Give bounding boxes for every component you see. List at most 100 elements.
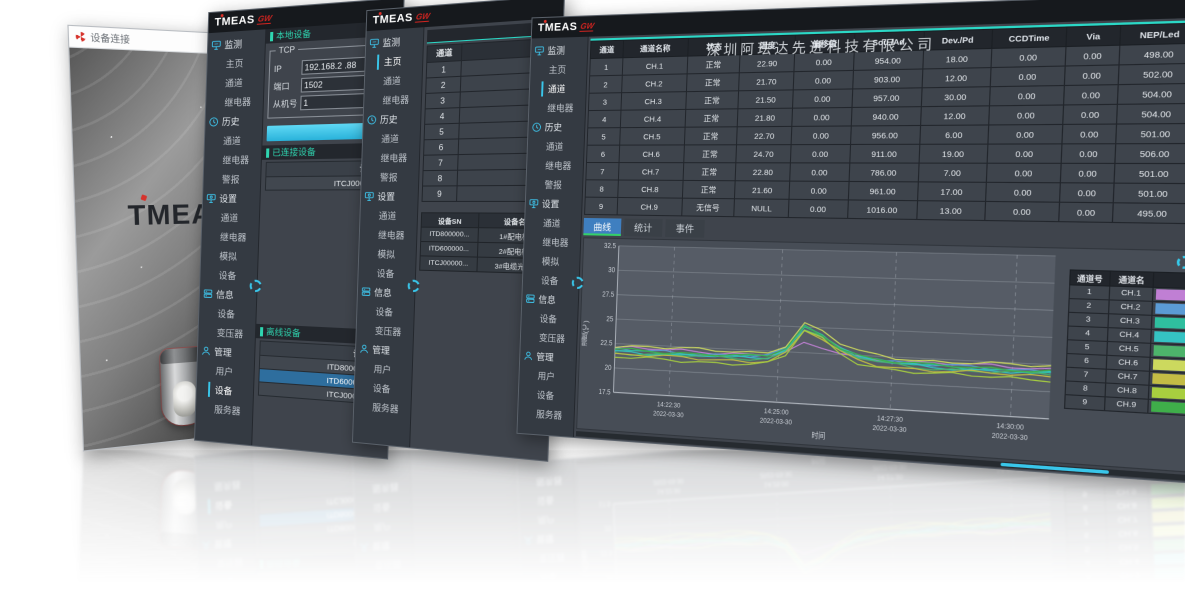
sidebar-collapse-icon[interactable] [249, 279, 262, 292]
window-device-manage: TMEAS GW 监测主页通道继电器历史通道继电器警报设置通道继电器模拟设备信息… [194, 0, 405, 460]
nav-item-主页[interactable]: 主页 [548, 64, 567, 76]
cell: 0.00 [987, 124, 1063, 145]
nav-item-通道[interactable]: 通道 [223, 135, 241, 147]
nav-item-继电器[interactable]: 继电器 [377, 230, 405, 241]
table-row[interactable]: 6 CH.6 正常 24.70 0.00 911.00 19.00 0.00 0.00 506.0… [586, 143, 1185, 164]
nav-item-继电器[interactable]: 继电器 [547, 103, 574, 114]
nav-item-通道[interactable]: 通道 [220, 213, 239, 224]
cell: 6 [586, 145, 620, 163]
nav-item-设备[interactable]: 设备 [218, 270, 237, 282]
cell: 0.00 [1062, 124, 1117, 144]
column-header: 通道 [426, 43, 462, 63]
nav-group-历史[interactable]: 历史 [528, 117, 585, 137]
nav-item-通道[interactable]: 通道 [542, 218, 561, 229]
channel-legend-table: 通道号 通道名 颜色 1CH.12CH.23CH.34CH.45CH.56CH.… [1064, 270, 1185, 419]
tab-curve[interactable]: 曲线 [583, 217, 622, 237]
nav-group-label: 信息 [374, 287, 392, 299]
nav-item-警报[interactable]: 警报 [221, 174, 240, 185]
nav-group-信息[interactable]: 信息 [358, 282, 415, 303]
svg-text:32.5: 32.5 [604, 242, 617, 250]
nav-item-继电器[interactable]: 继电器 [382, 94, 410, 106]
cell: 0.00 [1061, 143, 1117, 164]
nav-item-变压器[interactable]: 变压器 [538, 332, 566, 345]
column-header: Sou./Ad [853, 31, 924, 52]
cell: 21.80 [737, 108, 793, 127]
nav-group-label: 设置 [377, 191, 396, 202]
nav-group-历史[interactable]: 历史 [363, 109, 420, 130]
nav-item-服务器[interactable]: 服务器 [536, 409, 563, 421]
logo-red-mark-icon [543, 19, 547, 23]
nav-group-设置[interactable]: 设置 [203, 189, 260, 208]
svg-text:20: 20 [605, 364, 612, 372]
app-fan-icon [75, 31, 87, 42]
nav-item-通道[interactable]: 通道 [545, 141, 564, 152]
nav-group-label: 历史 [221, 116, 240, 128]
column-header: Dev./Pd [923, 29, 993, 51]
svg-text:17.5: 17.5 [599, 388, 612, 396]
cell: 24.70 [736, 144, 792, 163]
tmeas-logo: TMEAS [214, 13, 255, 29]
channel-number-cell: 4 [424, 107, 460, 125]
user-icon [523, 350, 534, 362]
nav-group-设置[interactable]: 设置 [361, 187, 418, 206]
nav-item-继电器[interactable]: 继电器 [380, 152, 408, 164]
line-chart-svg[interactable]: 32.53027.52522.52017.514:22:302022-03-30… [589, 239, 1066, 463]
server-icon [525, 293, 536, 304]
color-swatch [1155, 303, 1185, 317]
nav-item-通道[interactable]: 通道 [530, 79, 587, 99]
nav-group-监测[interactable]: 监测 [531, 40, 588, 61]
nav-item-设备[interactable]: 设备 [540, 275, 559, 287]
cell: 21.70 [739, 71, 795, 91]
cell: 786.00 [848, 162, 919, 182]
tcp-legend: TCP [275, 44, 299, 56]
nav-item-继电器[interactable]: 继电器 [222, 155, 250, 166]
nav-group-label: 信息 [215, 289, 234, 301]
cell: 7.00 [917, 163, 988, 183]
nav-item-继电器[interactable]: 继电器 [219, 232, 247, 243]
nav-group-历史[interactable]: 历史 [205, 111, 262, 132]
nav-item-模拟[interactable]: 模拟 [377, 249, 396, 260]
nav-item-通道[interactable]: 通道 [381, 133, 400, 145]
cell: 0.00 [984, 201, 1060, 222]
nav-item-模拟[interactable]: 模拟 [219, 251, 238, 262]
nav-item-继电器[interactable]: 继电器 [224, 96, 252, 108]
cell: CH.5 [619, 127, 685, 146]
tab-statistics[interactable]: 统计 [623, 218, 663, 237]
table-row[interactable]: 5 CH.5 正常 22.70 0.00 956.00 6.00 0.00 0.00 501.00… [587, 123, 1185, 146]
cell: 506.00 [1115, 143, 1185, 164]
nav-item-服务器[interactable]: 服务器 [372, 402, 399, 415]
nav-group-label: 监测 [224, 39, 243, 51]
nav-group-信息[interactable]: 信息 [200, 284, 257, 305]
nav-group-信息[interactable]: 信息 [522, 289, 578, 310]
cell: 0.00 [792, 88, 853, 109]
cell: 911.00 [849, 144, 920, 164]
cell: 3 [588, 92, 622, 111]
nav-item-通道[interactable]: 通道 [378, 211, 397, 222]
nav-item-继电器[interactable]: 继电器 [542, 237, 569, 249]
cell: 18.00 [922, 48, 992, 69]
tab-events[interactable]: 事件 [665, 219, 705, 238]
nav-item-警报[interactable]: 警报 [544, 180, 563, 191]
nav-item-警报[interactable]: 警报 [379, 172, 398, 183]
nav-group-设置[interactable]: 设置 [525, 194, 581, 214]
cell: ITCJ00000... [419, 255, 478, 272]
nav-item-继电器[interactable]: 继电器 [545, 160, 572, 172]
cell: 0.00 [1060, 163, 1116, 184]
cell: 30.00 [920, 86, 991, 107]
refresh-gear-icon[interactable] [1176, 255, 1185, 269]
cell: 正常 [685, 90, 740, 110]
color-cell [1147, 399, 1185, 419]
cell: NULL [734, 198, 790, 218]
nav-item-服务器[interactable]: 服务器 [214, 404, 241, 417]
nav-item-模拟[interactable]: 模拟 [541, 256, 560, 268]
nav-item-设备[interactable]: 设备 [539, 313, 558, 325]
nav-item-通道[interactable]: 通道 [224, 77, 243, 89]
nav-item-通道[interactable]: 通道 [383, 75, 402, 87]
nav-item-变压器[interactable]: 变压器 [374, 325, 402, 338]
nav-item-设备[interactable]: 设备 [376, 268, 395, 280]
nav-item-变压器[interactable]: 变压器 [216, 327, 244, 340]
